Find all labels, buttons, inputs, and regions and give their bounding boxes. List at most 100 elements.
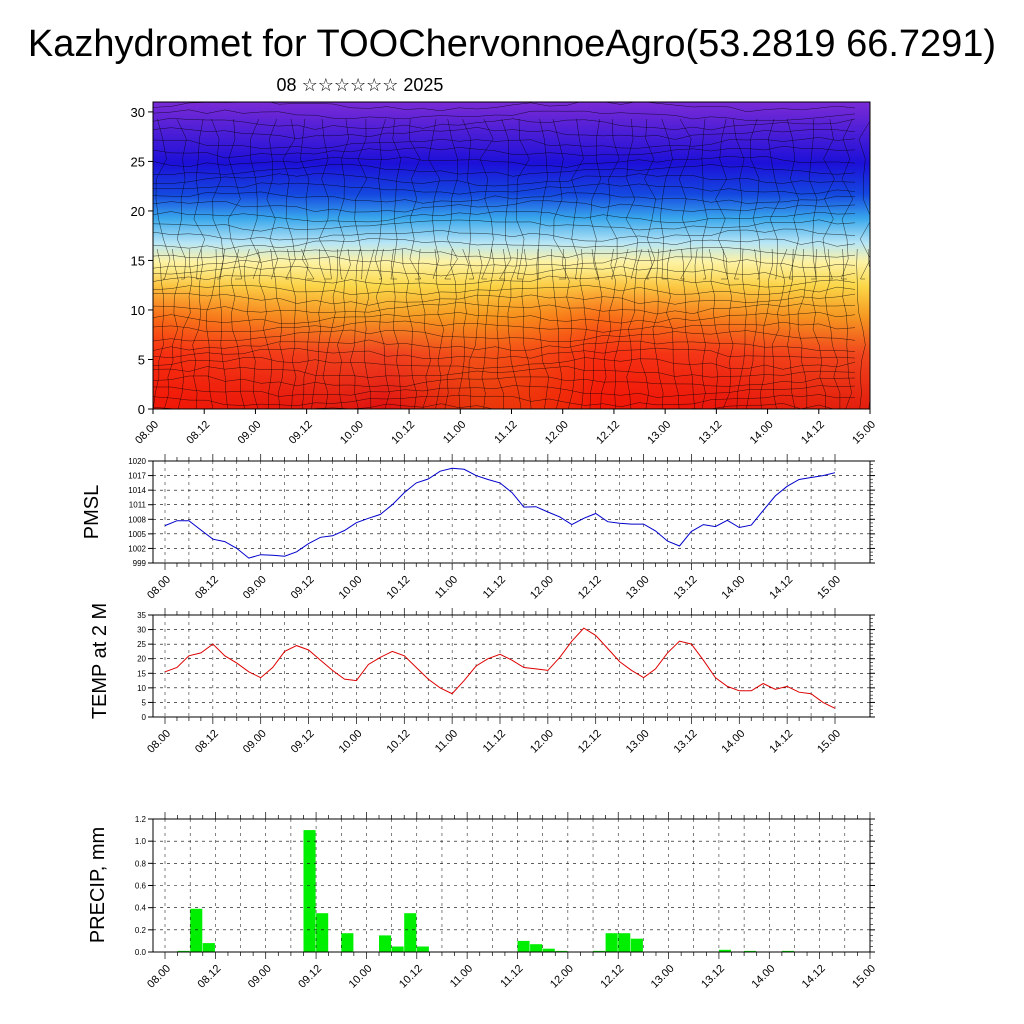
temp-xtick-label: 13.00 [624,728,652,756]
cs-xtick-label: 12.00 [543,419,571,447]
temp-xtick-label: 14.12 [767,728,795,756]
precip-xtick-label: 13.00 [649,963,677,991]
temp-ytick-label: 35 [137,611,146,620]
cs-ytick-label: 30 [131,105,145,120]
pmsl-ytick-label: 1017 [128,472,146,481]
precip-bars [177,830,794,952]
precip-xtick-label: 11.12 [498,963,525,990]
pmsl-xtick-label: 09.12 [289,574,317,602]
precip-bar [391,946,404,952]
pmsl-xtick-label: 13.00 [624,574,652,602]
temp-ytick-label: 20 [137,655,146,664]
precip-bar [190,908,203,952]
pmsl-xtick-label: 09.00 [241,574,269,602]
streamline-paths [153,102,870,409]
temp-xtick-label: 12.12 [576,728,604,756]
cross-section-y-axis: 0 5 10 15 20 25 30 [131,105,153,417]
wind-streamlines [153,102,870,409]
temp-x-axis: 08.00 08.12 09.00 09.12 10.00 10.12 11.00 11.12… [145,608,843,756]
precip-bar [744,950,757,952]
pmsl-xtick-label: 12.12 [576,574,604,602]
cs-xtick-label: 10.12 [389,419,417,447]
temp-ytick-label: 30 [137,626,146,635]
precip-xtick-label: 08.12 [196,963,224,991]
cs-xtick-label: 08.00 [133,419,161,447]
precip-bar [177,950,190,952]
cs-xtick-label: 09.12 [287,419,315,447]
precip-bar [630,938,643,952]
cs-ytick-label: 20 [131,204,145,219]
cs-xtick-label: 12.12 [594,419,622,447]
pmsl-xtick-label: 13.12 [672,574,700,602]
cs-ytick-label: 10 [131,303,145,318]
pmsl-xtick-label: 10.00 [337,574,365,602]
precip-panel: 0.0 0.2 0.4 0.6 0.8 1.0 1.2 08.00 08.12 09.00 09.… [87,812,878,991]
precip-xtick-label: 15.00 [850,963,878,991]
pmsl-y-axis: 999 1002 1005 1008 1011 1014 1017 1020 [128,457,875,568]
temp-ylabel: TEMP at 2 M [89,603,111,719]
temp-grid [153,615,870,717]
pmsl-ylabel: PMSL [81,485,103,539]
precip-x-axis: 08.00 08.12 09.00 09.12 10.00 10.12 11.00 11.12… [145,812,878,991]
precip-bar [316,913,329,952]
cs-xtick-label: 09.00 [236,419,264,447]
precip-bar [593,950,606,952]
precip-xtick-label: 09.00 [246,963,274,991]
cs-xtick-label: 10.00 [338,419,366,447]
cs-ytick-label: 25 [131,154,145,169]
temp-xtick-label: 15.00 [815,728,843,756]
cs-xtick-label: 15.00 [850,419,878,447]
precip-bar [618,933,631,952]
temp-xtick-label: 12.00 [528,728,556,756]
precip-grid [153,819,870,952]
cross-section-x-axis: 08.00 08.12 09.00 09.12 10.00 10.12 11.00 11.12… [133,409,878,447]
temp-xtick-label: 09.00 [241,728,269,756]
precip-ytick-label: 0.0 [135,948,147,957]
precip-xtick-label: 14.00 [749,963,777,991]
pmsl-ytick-label: 1005 [128,530,146,539]
precip-bar [718,949,731,952]
cs-ytick-label: 0 [138,402,145,417]
precip-xtick-label: 12.12 [598,963,626,991]
temp-xtick-label: 11.00 [433,728,460,755]
precip-ytick-label: 0.8 [135,859,147,868]
precip-bar [404,913,417,952]
pmsl-xtick-label: 10.12 [384,574,412,602]
precip-ytick-label: 0.2 [135,926,147,935]
precip-bar [530,944,543,952]
precip-xtick-label: 13.12 [699,963,727,991]
pmsl-xtick-label: 11.00 [433,574,460,601]
cs-ytick-label: 15 [131,253,145,268]
temp-xtick-label: 08.12 [193,728,221,756]
temp-ytick-label: 15 [137,669,146,678]
pmsl-x-axis: 08.00 08.12 09.00 09.12 10.00 10.12 11.00 11.12… [145,454,843,602]
pmsl-ytick-label: 1014 [128,486,146,495]
precip-xtick-label: 11.00 [448,963,475,990]
temp-ytick-label: 5 [142,698,147,707]
temp-ytick-label: 25 [137,640,146,649]
pmsl-xtick-label: 14.00 [719,574,747,602]
precip-xtick-label: 09.12 [296,963,324,991]
precip-ytick-label: 1.0 [135,837,147,846]
precip-xtick-label: 14.12 [800,963,828,991]
page-subtitle: 08 ☆☆☆☆☆☆ 2025 [277,75,444,95]
pmsl-grid [153,461,870,563]
precip-bar [202,943,215,952]
pmsl-ytick-label: 999 [133,559,147,568]
precip-xtick-label: 10.00 [347,963,375,991]
cs-xtick-label: 11.00 [441,419,468,446]
pmsl-series-line [164,467,836,559]
precip-bar [517,940,530,952]
cs-xtick-label: 14.00 [748,419,776,447]
temp-xtick-label: 13.12 [672,728,700,756]
precip-xtick-label: 10.12 [397,963,425,991]
pmsl-ytick-label: 1020 [128,457,146,466]
precip-bar [605,933,618,952]
cs-ytick-label: 5 [138,352,145,367]
pmsl-xtick-label: 15.00 [815,574,843,602]
temp-xtick-label: 09.12 [289,728,317,756]
temp-panel: 0 5 10 15 20 25 30 35 08.00 08.12 09.00 09.12 10.00… [89,603,875,756]
precip-bar [341,933,354,952]
pmsl-xtick-label: 14.12 [767,574,795,602]
temp-ytick-label: 0 [142,713,147,722]
